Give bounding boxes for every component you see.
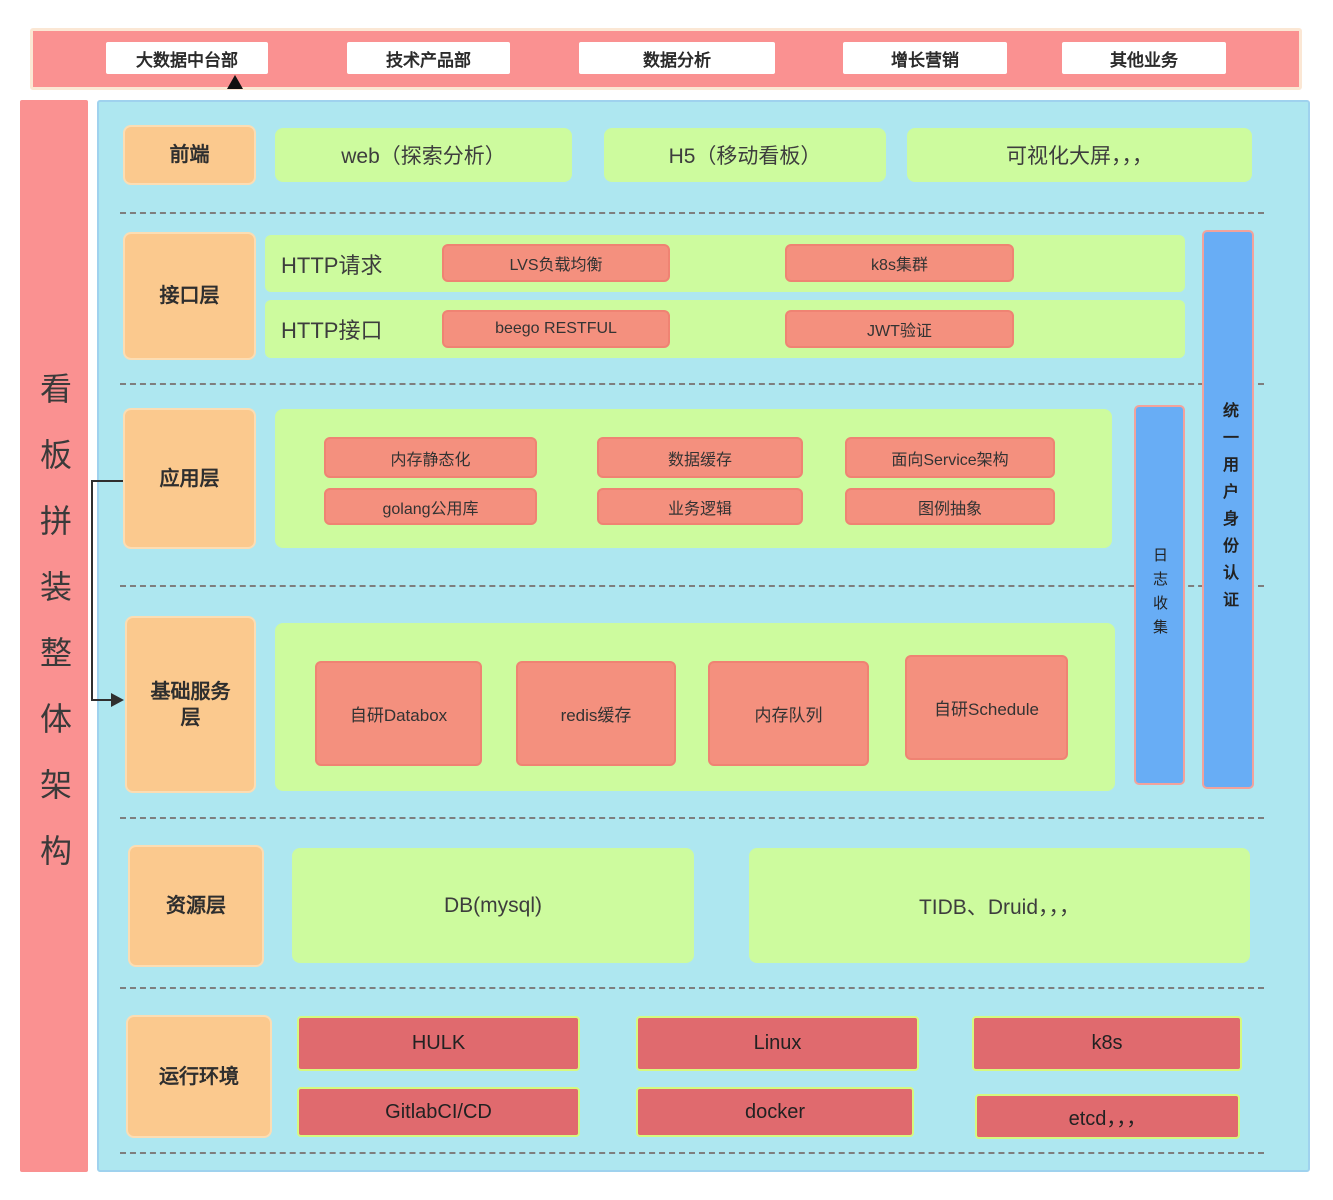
node-k8s-cluster: k8s集群 [785,244,1014,282]
layer-label-runtime: 运行环境 [126,1015,272,1138]
layer-label-base-service: 基础服务层 [125,616,256,793]
node-screen: 可视化大屏，，， [907,128,1252,182]
node-gitlab: GitlabCI/CD [297,1087,580,1137]
arrow-right-icon [111,693,124,707]
bar-log-collect: 日志收集 [1134,405,1185,785]
node-h5: H5（移动看板） [604,128,886,182]
divider-1 [120,212,1264,214]
node-mem-static: 内存静态化 [324,437,537,478]
banner-item-tech: 技术产品部 [347,42,510,74]
node-docker: docker [636,1087,914,1137]
node-redis: redis缓存 [516,661,676,766]
http-request-label: HTTP请求 [281,252,383,278]
node-web: web（探索分析） [275,128,572,182]
connector-top-line [91,480,123,482]
node-mem-queue: 内存队列 [708,661,869,766]
unified-auth-label: 统一用户身份认证 [1220,401,1237,618]
node-data-cache: 数据缓存 [597,437,803,478]
layer-label-interface: 接口层 [123,232,256,360]
node-etcd: etcd，，， [975,1094,1240,1139]
top-banner: 大数据中台部 技术产品部 数据分析 增长营销 其他业务 [30,28,1302,90]
layer-label-application: 应用层 [123,408,256,549]
node-soa: 面向Service架构 [845,437,1055,478]
connector-bottom-line [91,699,113,701]
divider-3 [120,585,1264,587]
banner-item-growth: 增长营销 [843,42,1007,74]
divider-5 [120,987,1264,989]
http-api-label: HTTP接口 [281,318,383,343]
node-golang-lib: golang公用库 [324,488,537,525]
left-title-bar: 看板拼装整体架构 [20,100,88,1172]
application-container: 内存静态化 数据缓存 面向Service架构 golang公用库 业务逻辑 图例… [275,409,1112,548]
divider-2 [120,383,1264,385]
banner-item-bigdata: 大数据中台部 [106,42,268,74]
node-mysql: DB(mysql) [292,848,694,963]
interface-row-api: HTTP接口 beego RESTFUL JWT验证 [265,300,1185,358]
arrow-up-icon [227,75,243,89]
node-lvs: LVS负载均衡 [442,244,670,282]
layer-label-frontend: 前端 [123,125,256,185]
layer-label-resource: 资源层 [128,845,264,967]
diagram-title: 看板拼装整体架构 [36,372,72,900]
node-schedule: 自研Schedule [905,655,1068,760]
node-biz-logic: 业务逻辑 [597,488,803,525]
bar-unified-auth: 统一用户身份认证 [1202,230,1254,789]
main-panel: 前端 web（探索分析） H5（移动看板） 可视化大屏，，， 接口层 HTTP请… [97,100,1310,1172]
node-beego: beego RESTFUL [442,310,670,348]
node-hulk: HULK [297,1016,580,1071]
divider-6 [120,1152,1264,1154]
node-tidb-druid: TIDB、Druid，，， [749,848,1250,963]
node-databox: 自研Databox [315,661,482,766]
node-chart-abstract: 图例抽象 [845,488,1055,525]
divider-4 [120,817,1264,819]
banner-item-other: 其他业务 [1062,42,1226,74]
connector-vertical-line [91,480,93,701]
banner-item-analysis: 数据分析 [579,42,775,74]
log-collect-label: 日志收集 [1151,547,1168,643]
node-jwt: JWT验证 [785,310,1014,348]
node-linux: Linux [636,1016,919,1071]
base-service-container: 自研Databox redis缓存 内存队列 自研Schedule [275,623,1115,791]
interface-row-request: HTTP请求 LVS负载均衡 k8s集群 [265,235,1185,292]
node-k8s: k8s [972,1016,1242,1071]
